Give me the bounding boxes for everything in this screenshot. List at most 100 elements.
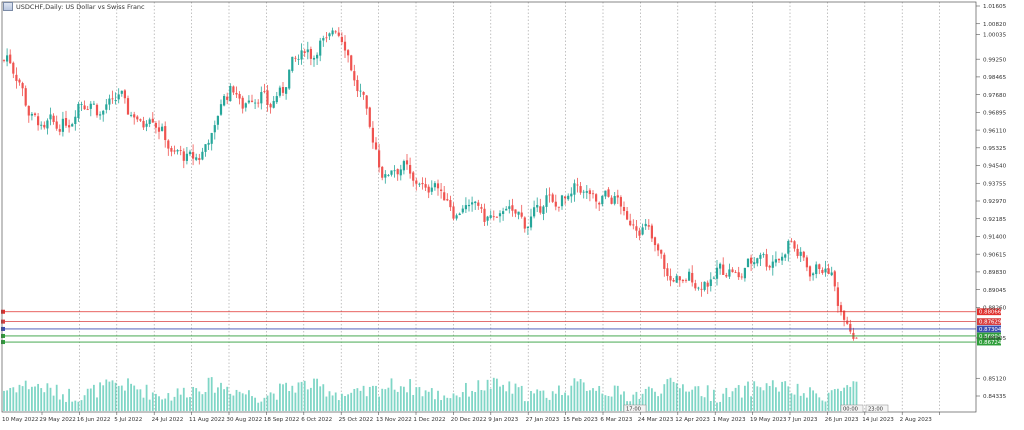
- candle-body: [771, 261, 774, 268]
- level-marker[interactable]: [1, 340, 5, 345]
- volume-bar: [514, 383, 517, 411]
- candle-body: [33, 113, 37, 116]
- volume-bar: [821, 400, 824, 411]
- candle-body: [616, 195, 619, 198]
- candle-body: [489, 215, 492, 218]
- candle-body: [126, 98, 130, 115]
- volume-bar: [554, 393, 557, 411]
- candle-body: [95, 104, 99, 116]
- candle-body: [412, 172, 415, 181]
- volume-bar: [461, 392, 464, 411]
- volume-bar: [161, 399, 163, 411]
- volume-bar: [285, 382, 287, 411]
- volume-bar: [396, 391, 399, 411]
- candle-body: [359, 90, 362, 92]
- volume-bar: [446, 397, 449, 411]
- candle-body: [421, 183, 424, 185]
- volume-bar: [660, 393, 663, 411]
- candle-body: [678, 276, 681, 281]
- volume-bar: [728, 397, 731, 411]
- candle-body: [89, 103, 92, 109]
- candle-body: [80, 104, 83, 105]
- level-marker[interactable]: [1, 309, 5, 314]
- level-marker[interactable]: [1, 319, 5, 324]
- axes: 1.01605 1.00820 1.00035 0.99250 0.98465 0.976…: [1, 1, 1007, 423]
- candle-body: [517, 211, 520, 215]
- candle-body: [684, 279, 688, 281]
- volume-bar: [775, 387, 777, 411]
- volume-bar: [424, 390, 427, 411]
- volume-bar: [852, 381, 855, 411]
- candle-body: [154, 122, 157, 128]
- volume-bar: [387, 387, 390, 411]
- candle-body: [139, 119, 142, 121]
- volume-bar: [37, 383, 39, 411]
- candle-body: [322, 38, 325, 41]
- volume-bar: [595, 390, 597, 411]
- volume-bar: [34, 386, 36, 411]
- candle-body: [598, 202, 601, 205]
- volume-bar: [499, 386, 501, 411]
- candle-body: [511, 205, 514, 211]
- candle-body: [768, 265, 771, 268]
- candle-body: [746, 258, 750, 268]
- x-tick-label: 11 Aug 2022: [189, 417, 225, 423]
- candle-body: [185, 153, 188, 161]
- time-marker: [865, 404, 889, 413]
- level-marker[interactable]: [1, 333, 5, 338]
- volume-bar: [77, 401, 80, 411]
- candle-body: [216, 115, 219, 125]
- volume-bar: [359, 390, 362, 411]
- volume-bar: [799, 395, 802, 411]
- volume-bar: [846, 385, 849, 411]
- volume-bar: [362, 385, 365, 411]
- candle-body: [6, 55, 9, 62]
- volume-bar: [734, 387, 737, 411]
- volume-bar: [793, 394, 796, 411]
- candle-body: [102, 110, 105, 115]
- volume-bar: [505, 391, 508, 411]
- volume-bar: [697, 386, 700, 411]
- candle-body: [458, 213, 461, 215]
- volume-bars: [3, 377, 858, 411]
- volume-bar: [502, 384, 504, 411]
- candle-body: [210, 132, 213, 144]
- volume-bar: [139, 389, 142, 411]
- volume-bar: [654, 391, 656, 411]
- volume-bar: [136, 389, 139, 411]
- volume-bar: [632, 394, 635, 411]
- candle-body: [706, 282, 709, 287]
- volume-bar: [703, 397, 706, 411]
- volume-bar: [306, 389, 309, 411]
- candle-body: [61, 118, 64, 132]
- candle-body: [632, 224, 635, 226]
- candle-body: [595, 194, 598, 202]
- candle-body: [226, 96, 229, 100]
- y-tick-label: 0.85120: [983, 376, 1007, 382]
- candle-body: [743, 267, 746, 279]
- volume-bar: [291, 385, 294, 411]
- candle-body: [40, 124, 43, 126]
- candle-body: [802, 251, 805, 258]
- candle-body: [691, 272, 694, 283]
- volume-bar: [83, 395, 86, 411]
- volume-bar: [213, 392, 216, 411]
- volume-bar: [102, 385, 105, 411]
- candle-body: [446, 199, 449, 201]
- price-tag-label: 0.86724: [979, 340, 1002, 346]
- volume-bar: [833, 389, 836, 411]
- candle-body: [647, 225, 650, 227]
- y-tick-label: 0.84335: [983, 394, 1007, 400]
- volume-bar: [551, 391, 554, 411]
- candle-body: [709, 279, 712, 286]
- candle-body: [681, 280, 684, 282]
- candle-body: [9, 54, 12, 64]
- volume-bar: [192, 386, 194, 411]
- candle-body: [734, 272, 737, 274]
- level-marker[interactable]: [1, 326, 5, 331]
- candle-body: [455, 215, 458, 219]
- y-tick-label: 0.96110: [983, 128, 1007, 134]
- x-tick-label: 30 Aug 2022: [226, 417, 262, 423]
